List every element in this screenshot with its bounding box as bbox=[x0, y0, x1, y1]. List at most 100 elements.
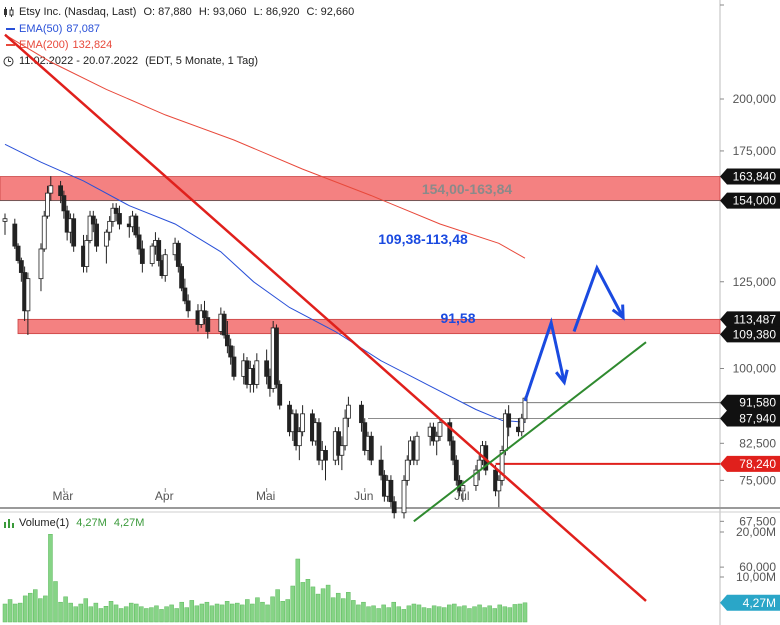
volume-bar bbox=[83, 598, 89, 623]
candle-body bbox=[434, 435, 440, 442]
volume-bar bbox=[467, 608, 472, 623]
volume-bar bbox=[366, 606, 371, 623]
candle-body bbox=[391, 501, 397, 514]
volume-bar bbox=[275, 589, 280, 623]
volume-bar bbox=[265, 604, 270, 623]
volume-label: Volume(1) bbox=[19, 517, 70, 529]
volume-bar bbox=[320, 588, 326, 623]
volume-bar bbox=[118, 608, 124, 623]
candle-body bbox=[404, 459, 410, 481]
volume-bar bbox=[169, 604, 174, 623]
volume-bar bbox=[335, 592, 341, 623]
volume-bar bbox=[351, 600, 356, 623]
candle-body bbox=[202, 310, 207, 318]
ema200-legend: EMA(200) 132,824 bbox=[0, 39, 116, 51]
price-tick-label: 67,500 bbox=[739, 514, 776, 528]
level-lines bbox=[368, 402, 720, 465]
month-label: Jun bbox=[354, 489, 373, 503]
candle-body bbox=[175, 242, 181, 267]
volume-bar bbox=[255, 597, 260, 623]
candle-body bbox=[25, 278, 31, 312]
price-badge-label: 154,000 bbox=[733, 194, 777, 208]
volume-bar bbox=[88, 606, 94, 623]
price-tick-label: 75,000 bbox=[739, 473, 776, 487]
period-note: (EDT, 5 Monate, 1 Tag) bbox=[145, 55, 259, 67]
candle-body bbox=[368, 435, 374, 461]
volume-bar bbox=[68, 602, 73, 623]
forecast-arrows bbox=[523, 264, 625, 402]
volume-bar bbox=[522, 602, 528, 623]
candle-body bbox=[38, 248, 44, 280]
candle-body bbox=[342, 417, 348, 447]
volume-bar bbox=[27, 592, 33, 623]
candle-body bbox=[87, 215, 93, 241]
candlesticks bbox=[2, 176, 528, 519]
volume-bar bbox=[108, 601, 114, 623]
volume-bar bbox=[123, 606, 129, 623]
open-value: O: 87,880 bbox=[143, 6, 192, 18]
price-tick-label: 60,000 bbox=[739, 560, 776, 574]
ema50-line bbox=[4, 143, 526, 423]
volume-bar bbox=[149, 607, 154, 623]
candle-body bbox=[224, 334, 230, 347]
volume-bar bbox=[189, 600, 195, 623]
candle-body bbox=[182, 287, 188, 302]
volume-bar bbox=[300, 582, 306, 623]
volume-bar bbox=[386, 607, 391, 623]
volume-bar bbox=[507, 607, 513, 623]
candle-body bbox=[2, 218, 8, 222]
volume-bar bbox=[457, 606, 462, 623]
candle-body bbox=[496, 479, 502, 492]
volume-bar bbox=[7, 599, 13, 623]
volume-bar bbox=[204, 601, 210, 623]
volume-bar bbox=[285, 599, 290, 623]
volume-bar bbox=[325, 584, 331, 623]
volume-bar bbox=[310, 586, 316, 623]
volume-bar bbox=[492, 608, 497, 623]
zone-label-upper: 154,00-163,84 bbox=[422, 181, 513, 197]
candle-body bbox=[264, 360, 270, 377]
volume-bar bbox=[184, 607, 189, 623]
price-badge-label: 109,380 bbox=[733, 327, 777, 341]
volume-bar bbox=[234, 602, 240, 623]
volume-bar bbox=[113, 604, 119, 623]
candle-body bbox=[71, 218, 77, 247]
volume-bar bbox=[462, 605, 467, 623]
candle-body bbox=[277, 383, 283, 406]
uptrend-line bbox=[413, 341, 647, 523]
volume-bar bbox=[214, 603, 220, 623]
candle-body bbox=[103, 231, 109, 247]
volume-badge bbox=[720, 594, 780, 611]
candle-body bbox=[162, 254, 168, 276]
volume-bar bbox=[224, 601, 230, 623]
candle-body bbox=[231, 356, 237, 377]
volume-bar bbox=[43, 595, 48, 623]
volume-bar bbox=[315, 593, 321, 623]
candle-body bbox=[388, 479, 394, 503]
volume-bar bbox=[128, 602, 134, 623]
price-badge bbox=[720, 394, 780, 411]
volume-bar bbox=[472, 606, 477, 623]
candle-body bbox=[48, 185, 54, 194]
chart-header: Etsy Inc. (Nasdaq, Last) O: 87,880 H: 93… bbox=[0, 6, 358, 18]
price-tick-label: 175,000 bbox=[733, 144, 777, 158]
volume-bar bbox=[401, 609, 407, 623]
ema50-value: 87,087 bbox=[66, 23, 101, 35]
month-label: Apr bbox=[155, 489, 174, 503]
volume-bar bbox=[209, 605, 215, 623]
volume-bar bbox=[487, 605, 492, 623]
candle-body bbox=[205, 317, 211, 332]
volume-bar bbox=[78, 603, 83, 623]
candle-body bbox=[149, 245, 155, 264]
candle-body bbox=[473, 469, 479, 486]
ema200-label: EMA(200) bbox=[19, 39, 69, 51]
candlestick-icon bbox=[3, 7, 15, 18]
volume-bar bbox=[2, 603, 8, 623]
candle-body bbox=[254, 360, 260, 385]
volume-value-1: 4,27M bbox=[76, 517, 107, 529]
volume-bar bbox=[229, 603, 235, 623]
volume-bar bbox=[477, 604, 482, 623]
volume-bar bbox=[103, 606, 109, 623]
price-badge bbox=[720, 192, 780, 209]
volume-bar bbox=[447, 604, 452, 623]
